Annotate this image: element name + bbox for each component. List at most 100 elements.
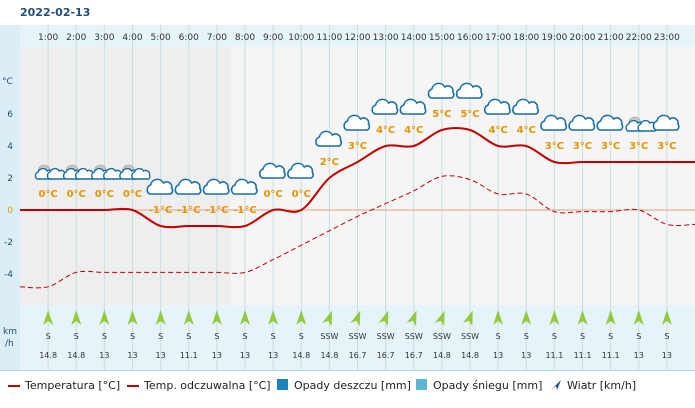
cloud-icon [174, 178, 202, 195]
wind-arrow-icon [211, 310, 222, 325]
hour-label: 1:00 [38, 33, 58, 43]
wind-direction: S [299, 332, 304, 341]
wind-arrow-shape [322, 310, 333, 327]
night-cloud-icon [625, 116, 657, 132]
feels-like-line [19, 175, 695, 289]
wind-direction: S [608, 332, 613, 341]
legend-snow: Opady śniegu [mm] [416, 379, 542, 392]
hour-label: 14:00 [401, 33, 427, 43]
wind-direction: S [242, 332, 247, 341]
y-tick-label: 2 [7, 174, 13, 184]
wind-arrow-shape [633, 310, 644, 325]
cloud-shape [512, 98, 539, 115]
hour-label: 22:00 [626, 33, 652, 43]
wind-direction: S [46, 332, 51, 341]
cloud-icon [343, 114, 371, 131]
wind-arrow-shape [661, 310, 672, 325]
wind-arrow-icon [462, 310, 473, 327]
wind-direction: S [130, 332, 135, 341]
wind-speed: 13 [662, 351, 672, 360]
temperature-label: 3°C [629, 141, 648, 152]
wind-arrow-shape [183, 310, 194, 325]
cloud-icon [371, 98, 399, 115]
temperature-label: 3°C [601, 141, 620, 152]
wind-direction: S [664, 332, 669, 341]
wind-arrow-icon [43, 310, 54, 325]
hour-label: 9:00 [263, 33, 283, 43]
wind-arrow-shape [577, 310, 588, 325]
wind-direction: S [186, 332, 191, 341]
cloud-shape [287, 162, 314, 179]
wind-arrow-shape [378, 310, 389, 327]
wind-arrow-shape [43, 310, 54, 325]
wind-speed: 14.8 [292, 351, 310, 360]
wind-arrow-shape [549, 310, 560, 325]
cloud-shape [315, 130, 343, 147]
wind-speed: 14.8 [433, 351, 451, 360]
cloud-shape [258, 162, 286, 179]
temperature-label: 0°C [123, 189, 142, 200]
wind-direction: S [552, 332, 557, 341]
hour-label: 16:00 [457, 33, 483, 43]
hour-label: 18:00 [513, 33, 539, 43]
hour-label: 15:00 [429, 33, 455, 43]
wind-speed: 13 [240, 351, 250, 360]
wind-arrow-shape [350, 310, 361, 327]
hour-label: 21:00 [598, 33, 624, 43]
wind-speed: 14.8 [67, 351, 85, 360]
wind-arrow-icon [296, 310, 307, 325]
wind-speed: 13 [212, 351, 222, 360]
cloud-icon [258, 162, 286, 179]
wind-direction: SSW [320, 332, 338, 341]
cloud-icon [230, 178, 258, 195]
temperature-label: -1°C [233, 205, 256, 216]
wind-speed: 16.7 [405, 351, 423, 360]
cloud-icon [399, 98, 427, 115]
cloud-icon [287, 162, 314, 179]
cloud-shape [596, 114, 624, 131]
wind-speed: 11.1 [602, 351, 620, 360]
hour-label: 6:00 [179, 33, 199, 43]
cloud-shape [174, 178, 202, 195]
wind-arrow-icon [127, 310, 138, 325]
wind-unit-label-km: km [3, 327, 17, 337]
wind-arrow-icon [71, 310, 82, 325]
temperature-label: 0°C [38, 189, 57, 200]
cloud-icon [512, 98, 539, 115]
hour-label: 13:00 [373, 33, 399, 43]
temperature-label: 2°C [320, 157, 339, 168]
wind-speed: 13 [634, 351, 644, 360]
wind-arrow-icon [378, 310, 389, 327]
wind-arrow-icon [155, 310, 166, 325]
hour-label: 5:00 [151, 33, 171, 43]
temp-unit-label: °C [2, 77, 13, 87]
cloud-shape [230, 178, 258, 195]
temperature-label: 5°C [460, 109, 479, 120]
wind-speed: 14.8 [461, 351, 479, 360]
wind-speed: 11.1 [180, 351, 198, 360]
hour-label: 4:00 [122, 33, 142, 43]
wind-arrow-icon [633, 310, 644, 325]
wind-speed: 13 [268, 351, 278, 360]
wind-speed: 11.1 [574, 351, 592, 360]
night-cloud-icon [119, 164, 151, 180]
wind-direction: S [158, 332, 163, 341]
hour-label: 10:00 [288, 33, 314, 43]
temperature-label: 3°C [348, 141, 367, 152]
wind-direction: SSW [405, 332, 423, 341]
wind-arrow-shape [406, 310, 417, 327]
wind-arrow-shape [493, 310, 504, 325]
temperature-label: 4°C [488, 125, 507, 136]
cloud-icon [596, 114, 624, 131]
wind-arrow-icon [183, 310, 194, 325]
wind-arrow-shape [71, 310, 82, 325]
temperature-label: -1°C [149, 205, 172, 216]
wind-arrow-shape [211, 310, 222, 325]
legend-rain: Opady deszczu [mm] [277, 379, 411, 392]
wind-arrow-shape [268, 310, 279, 325]
cloud-icon [455, 82, 483, 99]
temperature-label: 0°C [292, 189, 311, 200]
cloud-shape [146, 178, 174, 195]
temperature-label: 0°C [263, 189, 282, 200]
temperature-line [19, 127, 695, 229]
